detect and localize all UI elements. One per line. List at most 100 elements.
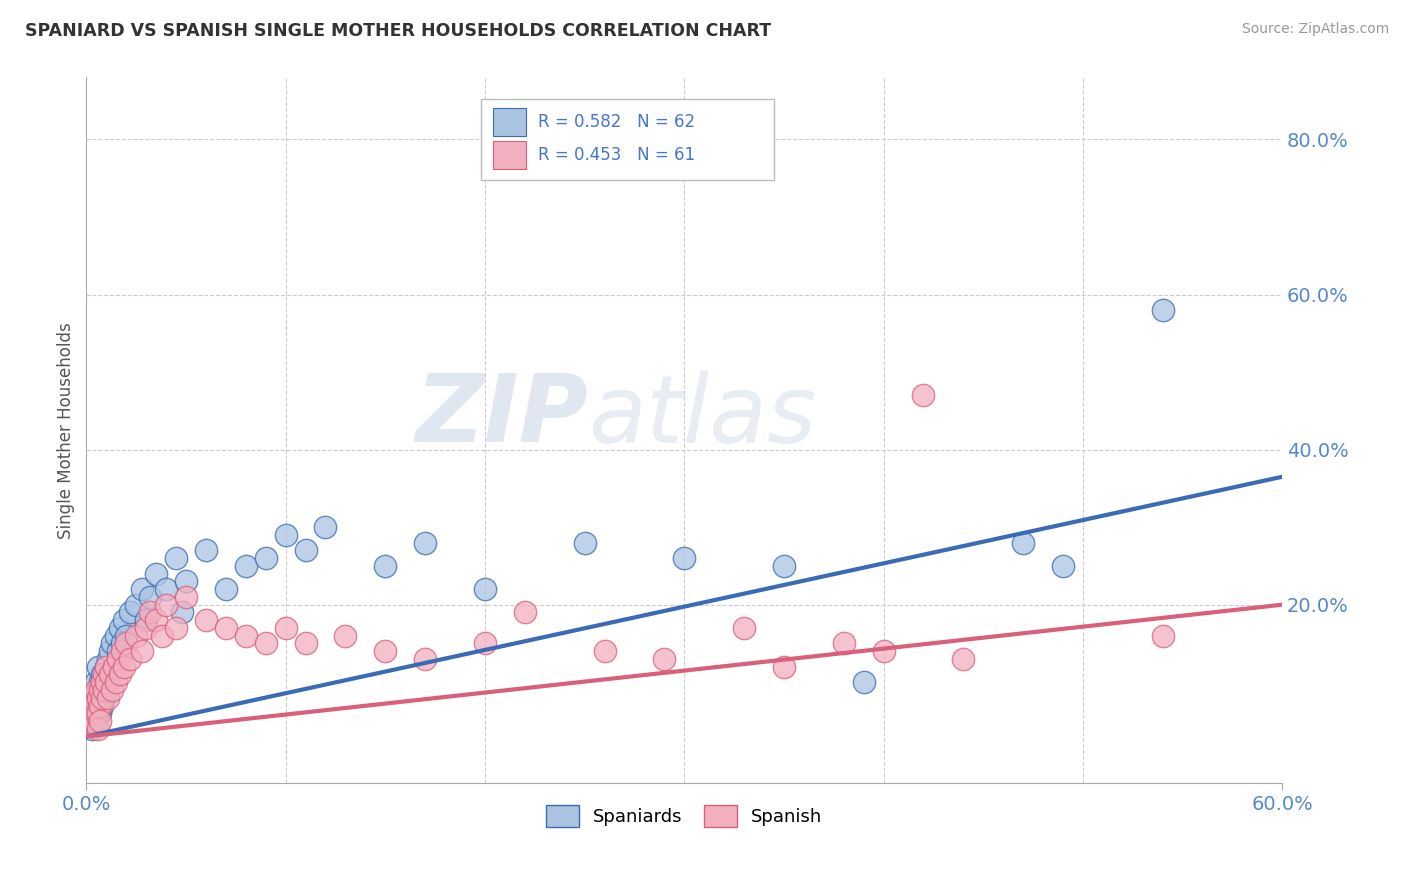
Point xyxy=(131,644,153,658)
Point xyxy=(98,667,121,681)
Point xyxy=(733,621,755,635)
Point xyxy=(108,621,131,635)
FancyBboxPatch shape xyxy=(494,108,526,136)
Point xyxy=(84,698,107,713)
Point xyxy=(374,644,396,658)
Point xyxy=(98,644,121,658)
Text: Source: ZipAtlas.com: Source: ZipAtlas.com xyxy=(1241,22,1389,37)
Point xyxy=(593,644,616,658)
Point xyxy=(952,652,974,666)
Point xyxy=(115,636,138,650)
Point xyxy=(87,698,110,713)
Point xyxy=(374,558,396,573)
Point xyxy=(145,613,167,627)
Point xyxy=(89,683,111,698)
Point xyxy=(194,613,217,627)
Point xyxy=(155,582,177,597)
Point xyxy=(125,629,148,643)
Point xyxy=(107,652,129,666)
Point xyxy=(89,714,111,728)
Point xyxy=(101,683,124,698)
Point xyxy=(84,706,107,721)
Point xyxy=(1052,558,1074,573)
Point xyxy=(107,644,129,658)
Point xyxy=(112,613,135,627)
Point xyxy=(773,558,796,573)
Point xyxy=(83,698,105,713)
Point xyxy=(194,543,217,558)
Text: SPANIARD VS SPANISH SINGLE MOTHER HOUSEHOLDS CORRELATION CHART: SPANIARD VS SPANISH SINGLE MOTHER HOUSEH… xyxy=(25,22,772,40)
Point xyxy=(139,606,162,620)
Point xyxy=(93,683,115,698)
Point xyxy=(165,621,187,635)
Point xyxy=(84,683,107,698)
Point xyxy=(1152,303,1174,318)
Point xyxy=(82,706,104,721)
Point xyxy=(413,535,436,549)
Point xyxy=(139,590,162,604)
Point xyxy=(474,582,496,597)
Point xyxy=(673,551,696,566)
Point xyxy=(89,698,111,713)
Point xyxy=(103,659,125,673)
Point xyxy=(101,636,124,650)
Point xyxy=(89,675,111,690)
Point xyxy=(513,606,536,620)
Point xyxy=(87,722,110,736)
Text: R = 0.582   N = 62: R = 0.582 N = 62 xyxy=(538,113,696,131)
Point xyxy=(82,722,104,736)
Text: atlas: atlas xyxy=(589,371,817,462)
Point xyxy=(91,683,114,698)
Point xyxy=(93,667,115,681)
FancyBboxPatch shape xyxy=(481,99,773,180)
Point xyxy=(79,698,101,713)
Point xyxy=(112,659,135,673)
Point xyxy=(215,621,238,635)
Point xyxy=(174,574,197,589)
Text: R = 0.453   N = 61: R = 0.453 N = 61 xyxy=(538,146,696,164)
Point xyxy=(254,551,277,566)
Point xyxy=(111,644,134,658)
Point xyxy=(83,706,105,721)
Point xyxy=(131,582,153,597)
Point xyxy=(91,675,114,690)
Point xyxy=(135,613,157,627)
Point xyxy=(145,566,167,581)
Point xyxy=(852,675,875,690)
Point xyxy=(235,629,257,643)
Point xyxy=(314,520,336,534)
Point xyxy=(105,675,128,690)
Point xyxy=(105,629,128,643)
Point xyxy=(82,706,104,721)
Point xyxy=(235,558,257,573)
Point xyxy=(120,652,142,666)
Point xyxy=(97,690,120,705)
Point xyxy=(83,690,105,705)
Point xyxy=(413,652,436,666)
Point xyxy=(79,714,101,728)
Point xyxy=(91,698,114,713)
Point xyxy=(274,621,297,635)
Point xyxy=(254,636,277,650)
Point xyxy=(84,675,107,690)
Point xyxy=(872,644,894,658)
Point xyxy=(652,652,675,666)
Point xyxy=(1152,629,1174,643)
Point xyxy=(79,690,101,705)
Point xyxy=(97,675,120,690)
Point xyxy=(474,636,496,650)
FancyBboxPatch shape xyxy=(494,141,526,169)
Point xyxy=(115,629,138,643)
Point xyxy=(79,714,101,728)
Point xyxy=(96,659,118,673)
Legend: Spaniards, Spanish: Spaniards, Spanish xyxy=(538,797,830,834)
Point xyxy=(215,582,238,597)
Point xyxy=(165,551,187,566)
Point xyxy=(574,535,596,549)
Point xyxy=(294,636,316,650)
Point xyxy=(174,590,197,604)
Point xyxy=(832,636,855,650)
Point xyxy=(82,690,104,705)
Point xyxy=(83,714,105,728)
Point xyxy=(93,675,115,690)
